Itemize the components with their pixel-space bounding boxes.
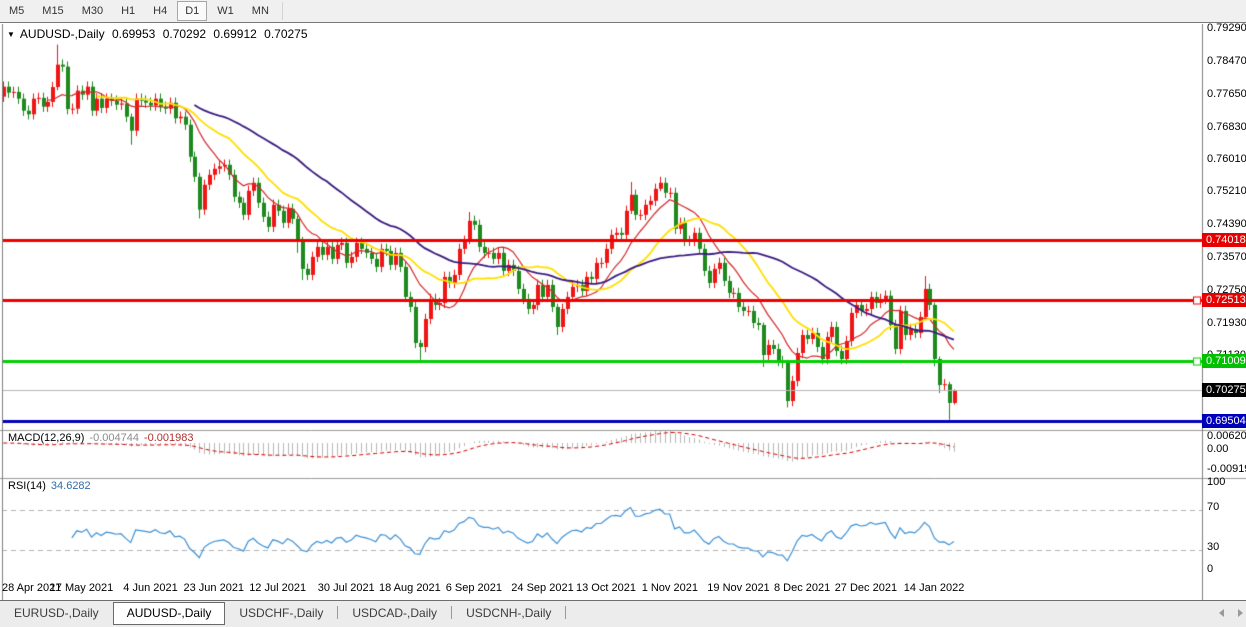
rsi-axis-label: 0 [1207, 563, 1214, 575]
price-axis-label: 0.78470 [1207, 54, 1246, 67]
timeframe-button-m5[interactable]: M5 [9, 5, 25, 17]
price-axis-label: 0.72750 [1207, 283, 1246, 296]
price-axis-label: 0.73570 [1207, 251, 1246, 264]
price-axis-label: 0.74390 [1207, 218, 1246, 231]
toolbar-separator [281, 2, 283, 20]
macd-axis-label: 0.00 [1207, 443, 1229, 455]
date-axis-label: 23 Jun 2021 [183, 582, 245, 594]
tab-usdcad-daily[interactable]: USDCAD-,Daily [352, 606, 438, 620]
rsi-value: 34.6282 [50, 480, 91, 492]
date-axis-label: 1 Nov 2021 [641, 582, 698, 594]
tab-separator [565, 606, 567, 619]
date-axis-label: 14 Jan 2022 [903, 582, 965, 594]
timeframe-button-m30[interactable]: M30 [81, 5, 104, 17]
hline-price-badge: 0.69504 [1202, 414, 1246, 428]
date-axis-label: 4 Jun 2021 [123, 582, 178, 594]
macd-signal-value: -0.001983 [143, 432, 194, 444]
hline-price-badge: 0.72513 [1202, 293, 1246, 307]
date-axis-label: 24 Sep 2021 [511, 582, 574, 594]
date-axis-label: 12 Jul 2021 [249, 582, 307, 594]
timeframe-button-h1[interactable]: H1 [121, 5, 136, 17]
hline-price-badge: 0.74018 [1202, 233, 1246, 247]
date-axis-label: 19 Nov 2021 [707, 582, 770, 594]
current-price-badge: 0.70275 [1202, 383, 1246, 397]
chart-dropdown-icon[interactable]: ▼ [7, 30, 15, 39]
tab-separator [337, 606, 339, 619]
price-axis-label: 0.75210 [1207, 185, 1246, 198]
ohlc-low: 0.69912 [213, 27, 257, 41]
date-axis-label: 13 Oct 2021 [576, 582, 636, 594]
price-axis-label: 0.77650 [1207, 87, 1246, 100]
timeframe-button-w1[interactable]: W1 [217, 5, 234, 17]
date-axis-label: 17 May 2021 [49, 582, 114, 594]
timeframe-button-mn[interactable]: MN [251, 5, 269, 17]
timeframe-button-m15[interactable]: M15 [42, 5, 64, 17]
chart-ohlc-header: ▼ AUDUSD-,Daily 0.69953 0.70292 0.69912 0… [7, 27, 312, 41]
tab-audusd-daily[interactable]: AUDUSD-,Daily [112, 602, 226, 625]
tab-usdcnh-daily[interactable]: USDCNH-,Daily [466, 606, 552, 620]
date-axis-label: 8 Dec 2021 [774, 582, 831, 594]
tab-scroll-left-icon[interactable] [1219, 609, 1224, 617]
chart-tab-bar: EURUSD-,Daily AUDUSD-,Daily USDCHF-,Dail… [0, 600, 1246, 627]
price-axis-label: 0.76830 [1207, 120, 1246, 133]
rsi-axis-label: 30 [1207, 541, 1220, 553]
date-axis-label: 30 Jul 2021 [317, 582, 375, 594]
tab-scroll-controls [1219, 609, 1243, 617]
rsi-indicator-label: RSI(14) 34.6282 [8, 480, 91, 492]
price-axis-label: 0.71930 [1207, 316, 1246, 329]
ohlc-close: 0.70275 [264, 27, 308, 41]
date-axis-label: 28 Apr 2021 [2, 582, 62, 594]
macd-axis-label: -0.009197 [1207, 463, 1246, 475]
chart-symbol-label: AUDUSD-,Daily [19, 27, 105, 41]
date-axis-label: 18 Aug 2021 [379, 582, 441, 594]
rsi-axis-label: 70 [1207, 501, 1220, 513]
tab-eurusd-daily[interactable]: EURUSD-,Daily [14, 606, 99, 620]
price-axis-label: 0.79290 [1207, 22, 1246, 34]
ohlc-high: 0.70292 [162, 27, 207, 41]
timeframe-button-h4[interactable]: H4 [153, 5, 168, 17]
timeframe-toolbar: M5 M15 M30 H1 H4 D1 W1 MN [0, 0, 1246, 23]
date-axis-label: 6 Sep 2021 [445, 582, 502, 594]
macd-main-value: -0.004744 [89, 432, 139, 444]
tab-usdchf-daily[interactable]: USDCHF-,Daily [239, 606, 324, 620]
chart-plot-area[interactable] [0, 24, 1246, 600]
rsi-axis-label: 100 [1207, 476, 1226, 488]
macd-axis-label: 0.006201 [1207, 430, 1246, 442]
hline-price-badge: 0.71009 [1202, 354, 1246, 368]
date-axis-label: 27 Dec 2021 [834, 582, 898, 594]
macd-name: MACD(12,26,9) [8, 432, 85, 444]
rsi-name: RSI(14) [8, 480, 46, 492]
ohlc-open: 0.69953 [111, 27, 156, 41]
tab-separator [451, 606, 453, 619]
tab-scroll-right-icon[interactable] [1238, 609, 1243, 617]
macd-indicator-label: MACD(12,26,9) -0.004744 -0.001983 [8, 432, 194, 444]
price-axis-label: 0.76010 [1207, 153, 1246, 166]
timeframe-button-d1[interactable]: D1 [177, 1, 208, 21]
